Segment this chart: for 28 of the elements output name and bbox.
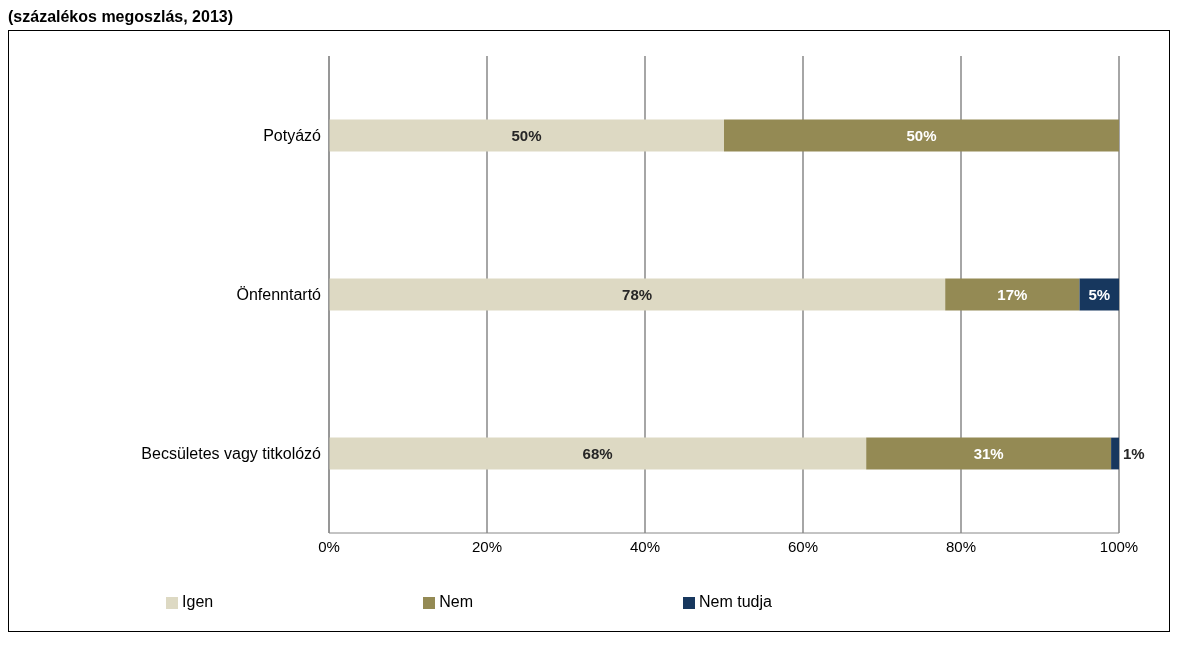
- data-label: 68%: [582, 445, 613, 462]
- data-label: 31%: [973, 445, 1004, 462]
- bar: [1111, 437, 1119, 470]
- data-label: 50%: [906, 127, 937, 144]
- data-label: 17%: [997, 286, 1028, 303]
- bar: [724, 119, 1119, 152]
- y-tick-label: Potyázó: [263, 127, 322, 145]
- bar: [329, 278, 946, 311]
- y-tick-label: Önfenntartó: [236, 286, 322, 304]
- y-tick-label: Becsületes vagy titkolózó: [141, 445, 322, 463]
- data-label: 50%: [511, 127, 542, 144]
- legend-label: Nem tudja: [699, 593, 772, 610]
- x-tick-label: 0%: [318, 537, 340, 555]
- bar: [866, 437, 1112, 470]
- bar: [329, 119, 724, 152]
- legend-label: Nem: [439, 593, 473, 610]
- x-tick-label: 20%: [471, 537, 503, 555]
- bar: [329, 437, 867, 470]
- bar: [945, 278, 1080, 311]
- x-tick-label: 40%: [629, 537, 661, 555]
- data-label: 1%: [1123, 445, 1145, 462]
- x-tick-label: 100%: [1099, 537, 1139, 555]
- legend-label: Igen: [182, 593, 214, 610]
- x-tick-label: 60%: [787, 537, 819, 555]
- data-label: 5%: [1088, 286, 1111, 303]
- data-label: 78%: [622, 286, 653, 303]
- text: (százalékos megoszlás, 2013): [8, 8, 234, 26]
- x-tick-label: 80%: [945, 537, 977, 555]
